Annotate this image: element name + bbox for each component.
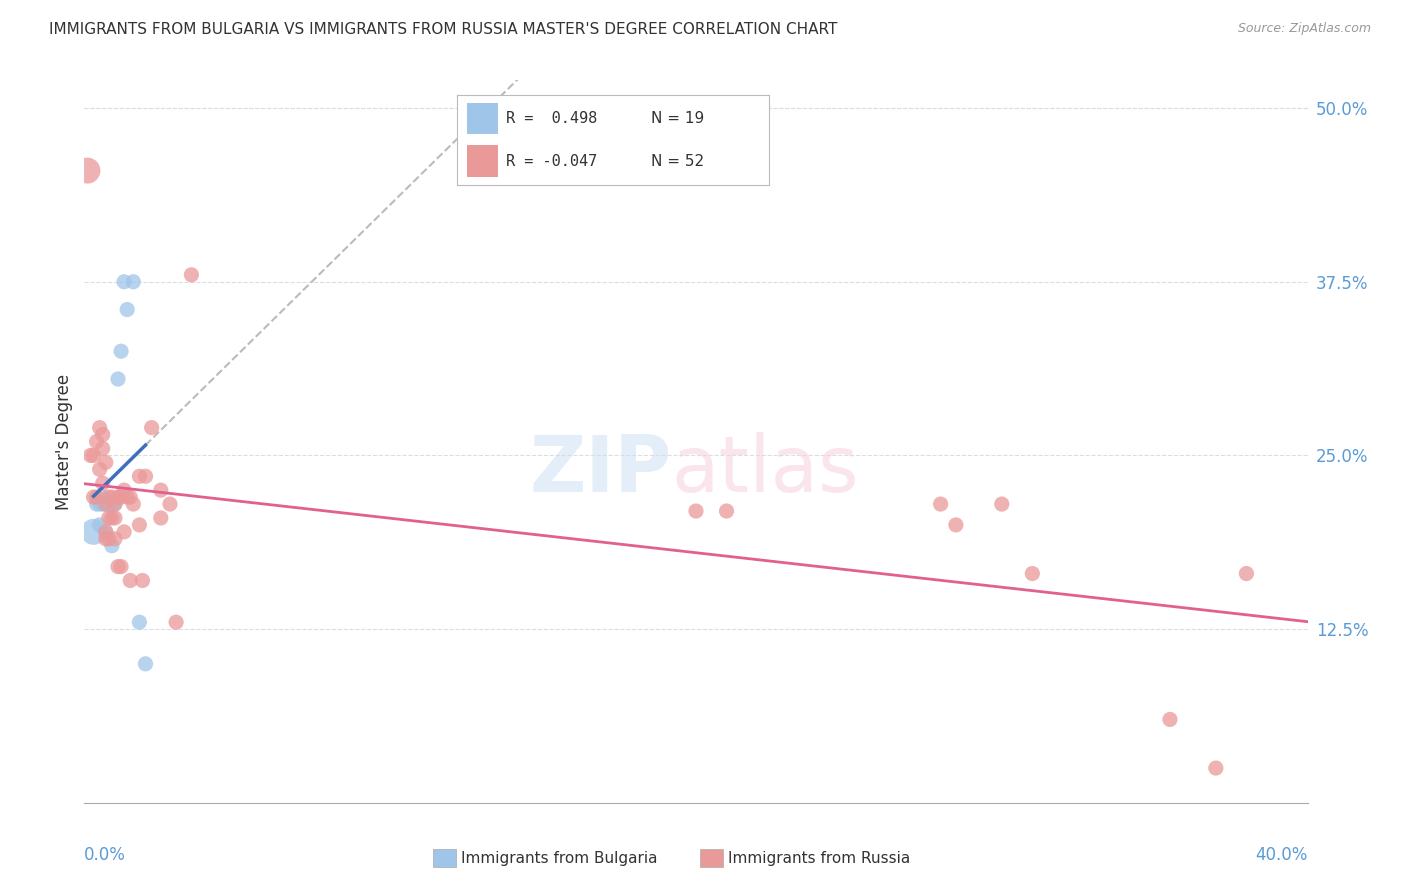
- Point: [101, 497, 124, 511]
- Point: [716, 504, 738, 518]
- Point: [104, 497, 127, 511]
- Point: [101, 511, 124, 525]
- Point: [97, 532, 120, 546]
- Point: [1236, 566, 1258, 581]
- Point: [91, 427, 114, 442]
- Point: [94, 455, 117, 469]
- Text: Immigrants from Bulgaria: Immigrants from Bulgaria: [461, 851, 658, 865]
- Point: [94, 532, 117, 546]
- Point: [97, 511, 120, 525]
- Point: [89, 497, 111, 511]
- Point: [89, 462, 111, 476]
- Point: [86, 497, 108, 511]
- Point: [110, 559, 132, 574]
- Point: [120, 574, 142, 588]
- Point: [131, 574, 153, 588]
- Text: IMMIGRANTS FROM BULGARIA VS IMMIGRANTS FROM RUSSIA MASTER'S DEGREE CORRELATION C: IMMIGRANTS FROM BULGARIA VS IMMIGRANTS F…: [49, 22, 838, 37]
- Point: [94, 497, 117, 511]
- Point: [165, 615, 187, 630]
- Point: [89, 420, 111, 434]
- Point: [86, 490, 108, 504]
- Point: [115, 490, 138, 504]
- Point: [104, 511, 127, 525]
- Point: [120, 490, 142, 504]
- Point: [122, 497, 145, 511]
- Point: [83, 490, 105, 504]
- Text: 0.0%: 0.0%: [84, 847, 127, 864]
- Point: [97, 497, 120, 511]
- Point: [94, 524, 117, 539]
- Point: [83, 449, 105, 463]
- Y-axis label: Master's Degree: Master's Degree: [55, 374, 73, 509]
- Point: [149, 511, 172, 525]
- Point: [76, 163, 98, 178]
- Point: [135, 657, 157, 671]
- Point: [149, 483, 172, 498]
- Point: [107, 559, 129, 574]
- Text: Immigrants from Russia: Immigrants from Russia: [728, 851, 911, 865]
- Point: [128, 615, 150, 630]
- Point: [929, 497, 952, 511]
- Point: [122, 275, 145, 289]
- Point: [91, 497, 114, 511]
- Point: [107, 490, 129, 504]
- Point: [104, 497, 127, 511]
- Point: [135, 469, 157, 483]
- Point: [112, 275, 135, 289]
- Point: [141, 420, 163, 434]
- Point: [110, 490, 132, 504]
- Point: [107, 372, 129, 386]
- Point: [128, 469, 150, 483]
- Text: 40.0%: 40.0%: [1256, 847, 1308, 864]
- Point: [945, 517, 967, 532]
- Point: [101, 539, 124, 553]
- Point: [112, 524, 135, 539]
- Point: [101, 490, 124, 504]
- Point: [112, 483, 135, 498]
- Text: Source: ZipAtlas.com: Source: ZipAtlas.com: [1237, 22, 1371, 36]
- Point: [1205, 761, 1227, 775]
- Point: [115, 302, 138, 317]
- Point: [104, 532, 127, 546]
- Point: [159, 497, 181, 511]
- Point: [110, 344, 132, 359]
- Point: [91, 476, 114, 491]
- Point: [180, 268, 202, 282]
- Point: [89, 517, 111, 532]
- Text: ZIP: ZIP: [529, 433, 672, 508]
- Point: [86, 434, 108, 449]
- Point: [91, 490, 114, 504]
- Point: [991, 497, 1014, 511]
- Point: [79, 449, 101, 463]
- Point: [94, 497, 117, 511]
- Point: [128, 517, 150, 532]
- Text: atlas: atlas: [672, 433, 859, 508]
- Point: [685, 504, 707, 518]
- Point: [1021, 566, 1043, 581]
- Point: [91, 442, 114, 456]
- Point: [94, 524, 117, 539]
- Point: [97, 490, 120, 504]
- Point: [83, 524, 105, 539]
- Point: [1159, 713, 1181, 727]
